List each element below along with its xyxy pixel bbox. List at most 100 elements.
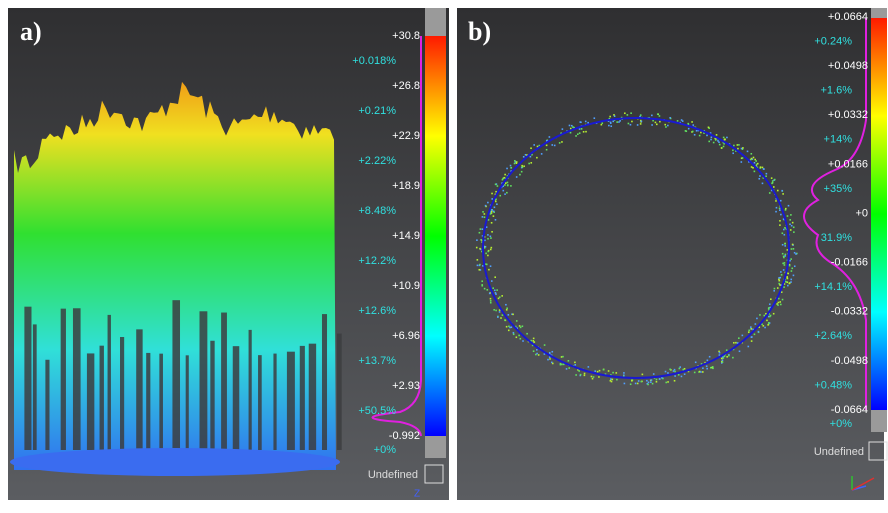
scale-value: +22.9 xyxy=(392,130,420,142)
point xyxy=(692,124,694,126)
point xyxy=(546,145,548,147)
point xyxy=(728,355,730,357)
point xyxy=(623,372,625,374)
point xyxy=(757,163,759,165)
point xyxy=(656,381,658,383)
point xyxy=(491,222,493,224)
point xyxy=(479,248,481,250)
ground xyxy=(10,448,340,476)
point xyxy=(498,298,500,300)
point xyxy=(609,116,611,118)
scale-percentage: +14% xyxy=(824,134,853,146)
point xyxy=(570,128,572,130)
trunk-gap xyxy=(309,344,316,450)
point xyxy=(630,383,632,385)
point xyxy=(562,128,564,130)
point xyxy=(791,268,793,270)
point xyxy=(647,384,649,386)
point xyxy=(682,120,684,122)
point xyxy=(737,148,739,150)
point xyxy=(485,253,487,255)
point xyxy=(570,132,572,134)
point xyxy=(695,361,697,363)
point xyxy=(789,260,791,262)
point xyxy=(560,363,562,365)
point xyxy=(597,371,599,373)
point xyxy=(485,246,487,248)
point xyxy=(494,290,496,292)
point xyxy=(739,350,741,352)
point xyxy=(694,372,696,374)
point xyxy=(506,168,508,170)
point xyxy=(493,215,495,217)
point xyxy=(518,335,520,337)
scale-percentage: +50.5% xyxy=(358,405,396,417)
point xyxy=(490,236,492,238)
point xyxy=(789,223,791,225)
point xyxy=(516,336,518,338)
point xyxy=(783,229,785,231)
scale-value: -0.0332 xyxy=(831,306,868,318)
point xyxy=(513,333,515,335)
scale-value: +0.0498 xyxy=(828,60,868,72)
point xyxy=(648,382,650,384)
point xyxy=(779,209,781,211)
point xyxy=(482,216,484,218)
point xyxy=(506,307,508,309)
point xyxy=(533,338,535,340)
point xyxy=(724,138,726,140)
point xyxy=(608,370,610,372)
point xyxy=(674,380,676,382)
point xyxy=(787,249,789,251)
point xyxy=(763,315,765,317)
point xyxy=(659,115,661,117)
point xyxy=(579,128,581,130)
point xyxy=(530,162,532,164)
point xyxy=(679,366,681,368)
point xyxy=(568,367,570,369)
point xyxy=(488,269,490,271)
point xyxy=(646,380,648,382)
scale-percentage: +8.48% xyxy=(358,205,396,217)
point xyxy=(575,135,577,137)
scale-cap xyxy=(871,8,887,18)
point xyxy=(706,135,708,137)
point xyxy=(778,277,780,279)
point xyxy=(791,270,793,272)
point xyxy=(738,337,740,339)
point xyxy=(738,144,740,146)
point xyxy=(578,370,580,372)
point xyxy=(779,301,781,303)
point xyxy=(484,213,486,215)
point xyxy=(722,359,724,361)
point xyxy=(774,288,776,290)
trunk-gap xyxy=(146,353,150,450)
trunk-gap xyxy=(210,341,214,450)
point xyxy=(491,198,493,200)
point xyxy=(502,179,504,181)
panel-label: a) xyxy=(20,17,42,46)
point xyxy=(487,255,489,257)
point xyxy=(784,245,786,247)
point xyxy=(742,157,744,159)
point xyxy=(610,122,612,124)
point xyxy=(616,121,618,123)
point xyxy=(717,140,719,142)
point xyxy=(747,151,749,153)
scale-percentage: +0.24% xyxy=(814,35,852,47)
point xyxy=(751,166,753,168)
point xyxy=(792,222,794,224)
point xyxy=(790,281,792,283)
point xyxy=(487,238,489,240)
point xyxy=(491,280,493,282)
point xyxy=(594,370,596,372)
point xyxy=(706,365,708,367)
trunk-gap xyxy=(287,352,295,450)
point xyxy=(486,264,488,266)
scale-value: -0.0166 xyxy=(831,257,868,269)
point xyxy=(782,244,784,246)
point xyxy=(777,304,779,306)
point xyxy=(497,316,499,318)
panel-label: b) xyxy=(468,17,491,46)
point xyxy=(682,369,684,371)
